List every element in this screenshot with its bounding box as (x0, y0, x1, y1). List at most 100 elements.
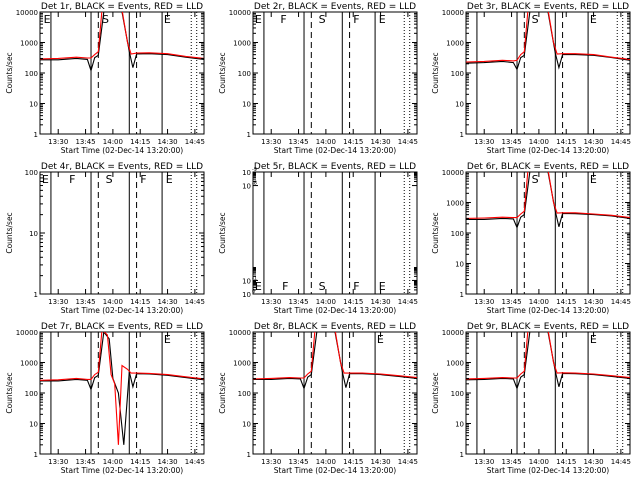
x-tick-label: 14:30 (370, 458, 390, 466)
x-axis-label: Start Time (02-Dec-14 13:20:00) (274, 306, 396, 315)
event-label-e: E (255, 13, 262, 26)
y-tick-label: 10 (242, 421, 251, 429)
event-label-e: E (255, 280, 262, 293)
x-tick-label: 13:45 (501, 138, 521, 146)
y-tick-label: 10000 (442, 9, 464, 17)
event-label-f: F (140, 173, 146, 186)
x-tick-label: 14:00 (103, 298, 123, 306)
x-tick-label: 13:30 (474, 138, 494, 146)
event-label-s: S (532, 13, 539, 26)
x-tick-label: 13:45 (75, 298, 95, 306)
y-tick-label: 10 (242, 183, 251, 191)
event-label-e: E (164, 333, 171, 346)
y-tick-label: 1 (34, 131, 38, 139)
x-tick-label: 13:30 (48, 458, 68, 466)
y-tick-label: 1000 (446, 360, 464, 368)
series-lld-line (40, 12, 204, 60)
y-tick-label: 100 (238, 70, 251, 78)
x-tick-label: 14:00 (529, 138, 549, 146)
y-tick-label: 10 (455, 261, 464, 269)
x-tick-label: 13:45 (501, 298, 521, 306)
event-label-e: E (590, 13, 597, 26)
series-lld-line (466, 12, 630, 63)
series-lld-line (466, 332, 630, 380)
y-tick-label: 100 (451, 390, 464, 398)
y-axis-label: Counts/sec (431, 212, 440, 253)
y-tick-label: 1 (247, 131, 251, 139)
y-tick-label: 100 (25, 70, 38, 78)
y-tick-label: 1 (34, 451, 38, 459)
x-tick-label: 14:00 (316, 138, 336, 146)
y-axis-label: Counts/sec (5, 372, 14, 413)
x-tick-label: 14:45 (398, 458, 418, 466)
chart-title: Det 5r, BLACK = Events, RED = LLD (254, 162, 416, 172)
y-tick-label: 1 (34, 291, 38, 299)
y-tick-label: 1000 (446, 200, 464, 208)
y-tick-label: 1000 (20, 40, 38, 48)
x-tick-label: 13:45 (288, 298, 308, 306)
y-tick-label: 10000 (442, 169, 464, 177)
event-label-f: F (282, 280, 288, 293)
x-axis-label: Start Time (02-Dec-14 13:20:00) (487, 466, 609, 475)
y-tick-label: 10 (242, 101, 251, 109)
y-tick-exponent: -1 (252, 275, 257, 281)
plot-frame (252, 171, 418, 295)
x-tick-label: 14:00 (529, 298, 549, 306)
x-tick-label: 13:30 (261, 298, 281, 306)
x-tick-label: 13:30 (261, 138, 281, 146)
event-label-s: S (106, 173, 113, 186)
x-tick-label: 14:45 (611, 138, 631, 146)
x-tick-label: 14:15 (556, 298, 576, 306)
chart-panel-det5: Det 5r, BLACK = Events, RED = LLD E F S F E 10… (218, 162, 418, 315)
x-tick-label: 13:30 (48, 298, 68, 306)
chart-title: Det 2r, BLACK = Events, RED = LLD (254, 2, 416, 12)
event-label-s: S (319, 280, 326, 293)
x-tick-label: 13:45 (288, 138, 308, 146)
y-tick-label: 1000 (233, 40, 251, 48)
chart-title: Det 6r, BLACK = Events, RED = LLD (467, 162, 629, 172)
y-axis-label: Counts/sec (431, 372, 440, 413)
y-tick-label: 10000 (16, 329, 38, 337)
x-tick-label: 14:00 (316, 458, 336, 466)
event-label-f: F (353, 13, 359, 26)
x-tick-label: 14:30 (583, 138, 603, 146)
event-label-f: F (280, 13, 286, 26)
event-label-s: S (532, 173, 539, 186)
x-tick-label: 14:15 (343, 458, 363, 466)
x-tick-label: 14:30 (370, 298, 390, 306)
y-tick-exponent: -9 (252, 167, 257, 173)
x-tick-label: 13:45 (75, 458, 95, 466)
event-label-e: E (166, 173, 173, 186)
x-tick-label: 14:45 (185, 298, 205, 306)
x-tick-label: 14:45 (611, 458, 631, 466)
y-tick-label: 10000 (442, 329, 464, 337)
y-tick-label: 10000 (229, 329, 251, 337)
y-tick-label: 1 (460, 131, 464, 139)
x-axis-label: Start Time (02-Dec-14 13:20:00) (61, 466, 183, 475)
y-tick-label: 100 (25, 169, 38, 177)
x-tick-label: 14:15 (343, 138, 363, 146)
y-tick-label: 100 (25, 390, 38, 398)
event-label-s: S (102, 13, 109, 26)
x-tick-label: 14:30 (157, 458, 177, 466)
series-lld-line (40, 332, 204, 445)
x-axis-label: Start Time (02-Dec-14 13:20:00) (61, 306, 183, 315)
y-tick-label: 10000 (16, 9, 38, 17)
y-tick-label: 10 (29, 101, 38, 109)
event-label-e: E (44, 13, 51, 26)
y-tick-label: 10 (242, 277, 251, 285)
x-axis-label: Start Time (02-Dec-14 13:20:00) (274, 146, 396, 155)
x-tick-label: 14:00 (103, 458, 123, 466)
chart-title: Det 3r, BLACK = Events, RED = LLD (467, 2, 629, 12)
y-tick-label: 1 (460, 291, 464, 299)
series-lld-line (466, 172, 630, 219)
x-axis-label: Start Time (02-Dec-14 13:20:00) (61, 146, 183, 155)
series-lld-line (253, 332, 417, 380)
y-tick-label: 10 (455, 421, 464, 429)
